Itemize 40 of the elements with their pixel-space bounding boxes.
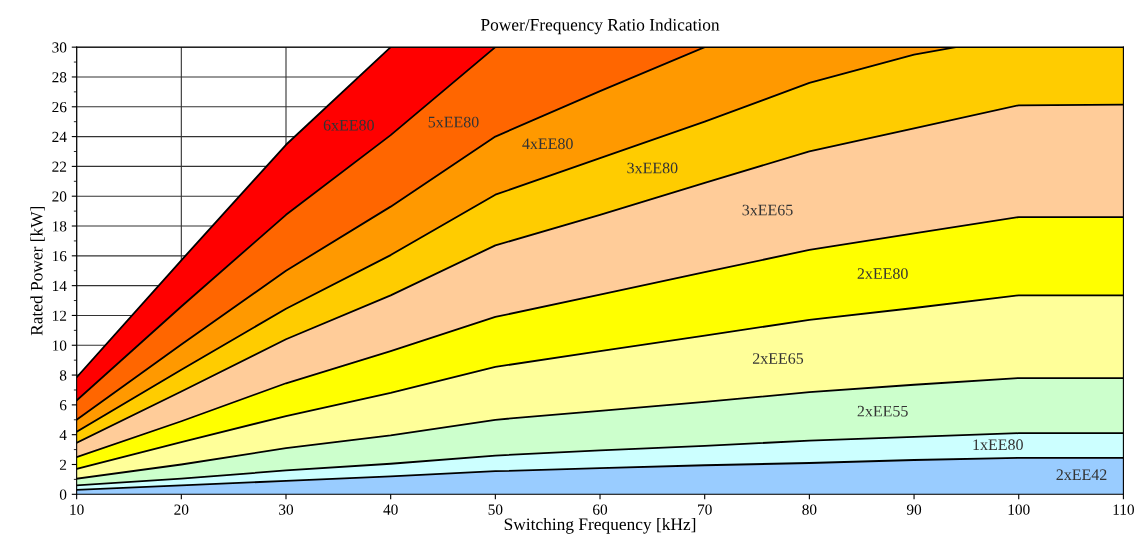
series-label: 3xEE65 [742, 204, 793, 216]
y-tick-label: 2 [59, 459, 67, 470]
series-label: 2xEE65 [752, 353, 804, 364]
y-tick-label: 4 [59, 429, 67, 440]
series-label: 2xEE42 [1056, 469, 1107, 480]
series-label: 1xEE80 [973, 439, 1023, 451]
y-tick-label: 24 [52, 131, 67, 142]
x-tick-label: 50 [488, 504, 503, 515]
series-label: 4xEE80 [522, 138, 573, 150]
x-tick-label: 30 [279, 504, 294, 515]
y-axis-title: Rated Power [kW] [30, 206, 45, 336]
chart-title: Power/Frequency Ratio Indication [480, 18, 720, 35]
y-tick-label: 16 [52, 251, 67, 262]
x-tick-label: 40 [383, 504, 398, 515]
y-tick-label: 20 [52, 191, 67, 202]
x-tick-label: 100 [1008, 504, 1030, 515]
series-label: 2xEE80 [857, 268, 908, 279]
x-tick-label: 80 [802, 504, 817, 515]
y-tick-label: 6 [59, 400, 67, 411]
y-tick-label: 26 [52, 101, 67, 113]
series-label: 2xEE55 [857, 405, 908, 417]
y-tick-label: 12 [52, 310, 67, 321]
x-tick-label: 110 [1113, 504, 1134, 515]
y-tick-label: 22 [52, 161, 67, 172]
x-tick-label: 20 [174, 504, 189, 515]
series-label: 6xEE80 [323, 119, 374, 131]
x-axis-title: Switching Frequency [kHz] [504, 517, 696, 534]
x-tick-label: 60 [593, 504, 608, 515]
x-tick-label: 70 [698, 504, 712, 515]
x-tick-label: 10 [70, 504, 84, 515]
y-tick-label: 14 [52, 280, 67, 291]
series-label: 3xEE80 [627, 162, 678, 174]
y-tick-label: 18 [52, 221, 67, 232]
x-tick-label: 90 [906, 504, 922, 515]
y-tick-label: 0 [59, 489, 67, 500]
y-tick-label: 30 [52, 42, 67, 53]
y-tick-label: 10 [52, 340, 67, 351]
y-tick-label: 8 [59, 370, 67, 381]
y-tick-label: 28 [52, 72, 67, 83]
series-label: 5xEE80 [428, 116, 479, 128]
